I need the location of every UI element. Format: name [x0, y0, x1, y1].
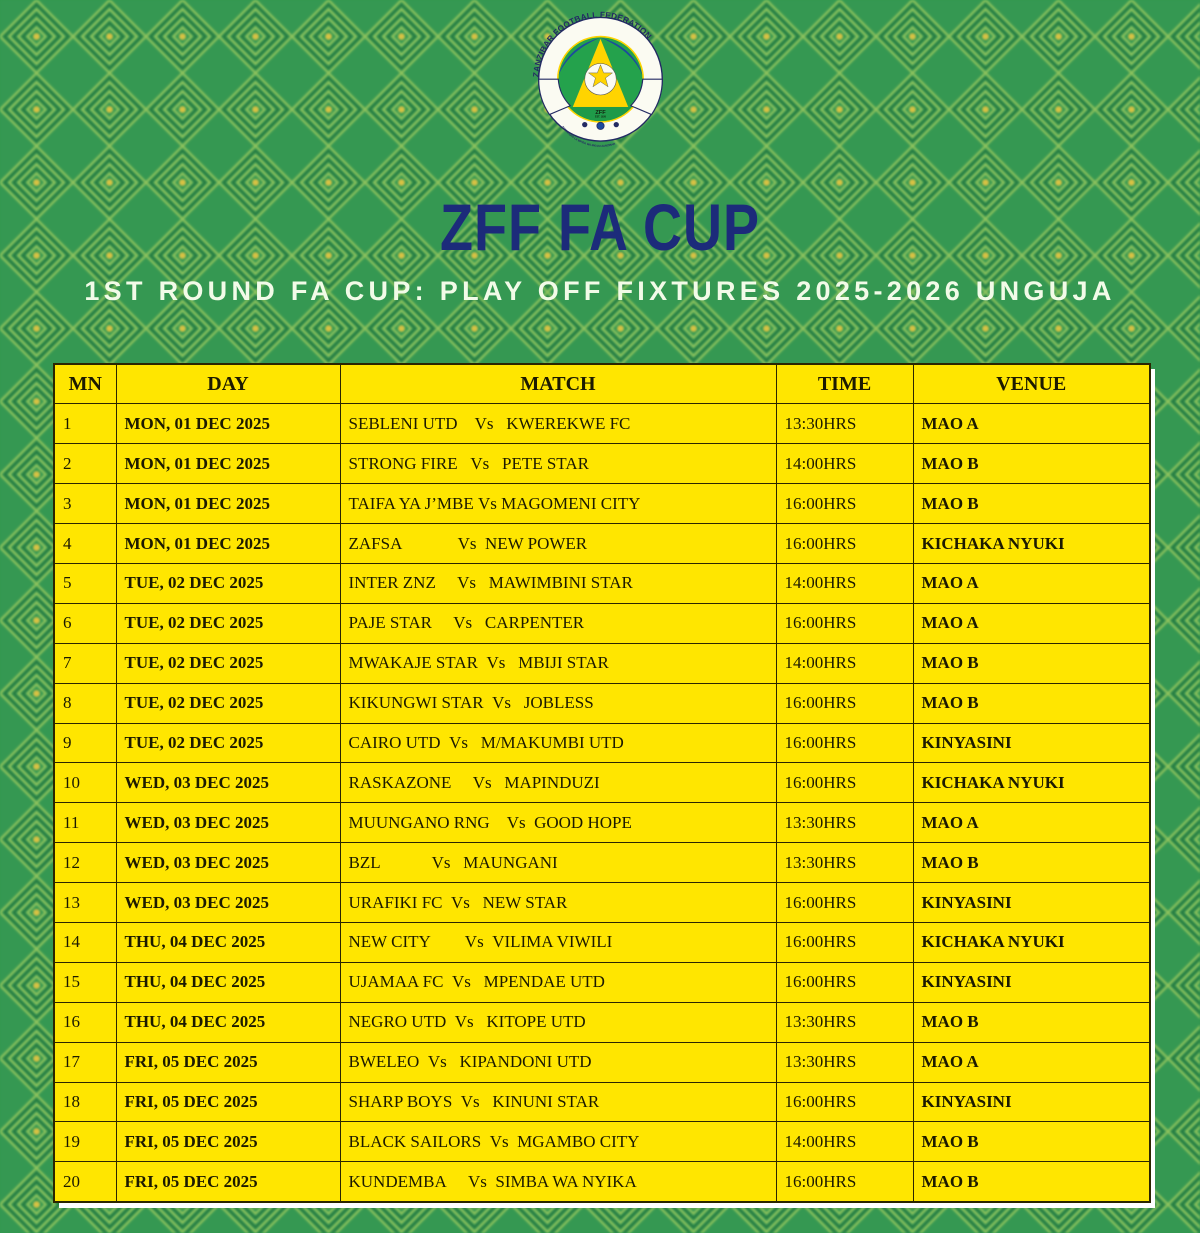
svg-text:ZFF: ZFF: [595, 110, 606, 116]
svg-text:EST. 1926: EST. 1926: [595, 116, 607, 119]
